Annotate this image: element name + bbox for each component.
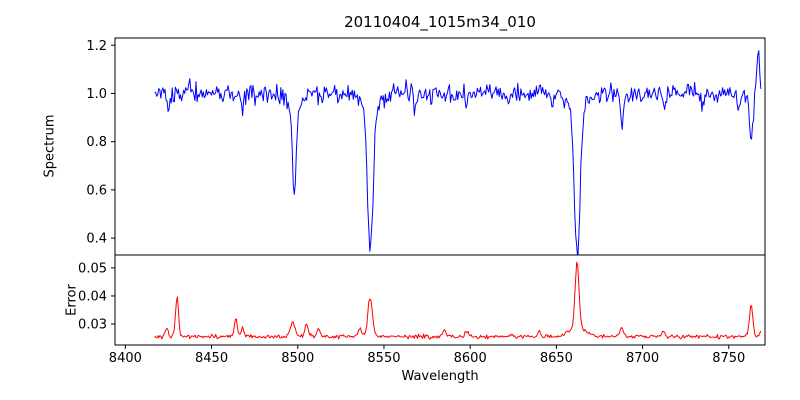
x-tick-label: 8750 [712,351,745,366]
x-tick-label: 8550 [367,351,400,366]
error-y-axis-label: Error [64,284,80,316]
spectrum-line [154,50,762,255]
spectrum-y-tick-label: 1.2 [86,39,107,54]
spectrum-y-tick-label: 0.6 [86,183,107,198]
error-line [154,261,762,340]
x-tick-label: 8500 [281,351,314,366]
x-tick-label: 8400 [109,351,142,366]
error-y-tick-label: 0.03 [78,318,107,333]
spectrum-y-tick-label: 1.0 [86,87,107,102]
spectrum-y-tick-label: 0.8 [86,135,107,150]
error-y-tick-label: 0.04 [78,289,107,304]
error-y-tick-label: 0.05 [78,261,107,276]
spectrum-axes-border [114,37,766,256]
x-tick-label: 8450 [195,351,228,366]
x-axis-label: Wavelength [401,369,479,384]
x-tick-label: 8600 [454,351,487,366]
x-tick-label: 8650 [540,351,573,366]
x-tick-label: 8700 [626,351,659,366]
plot-title: 20110404_1015m34_010 [344,13,536,31]
spectrum-y-axis-label: Spectrum [42,114,58,178]
spectrum-y-tick-label: 0.4 [86,232,107,247]
error-axes-border [114,254,766,346]
